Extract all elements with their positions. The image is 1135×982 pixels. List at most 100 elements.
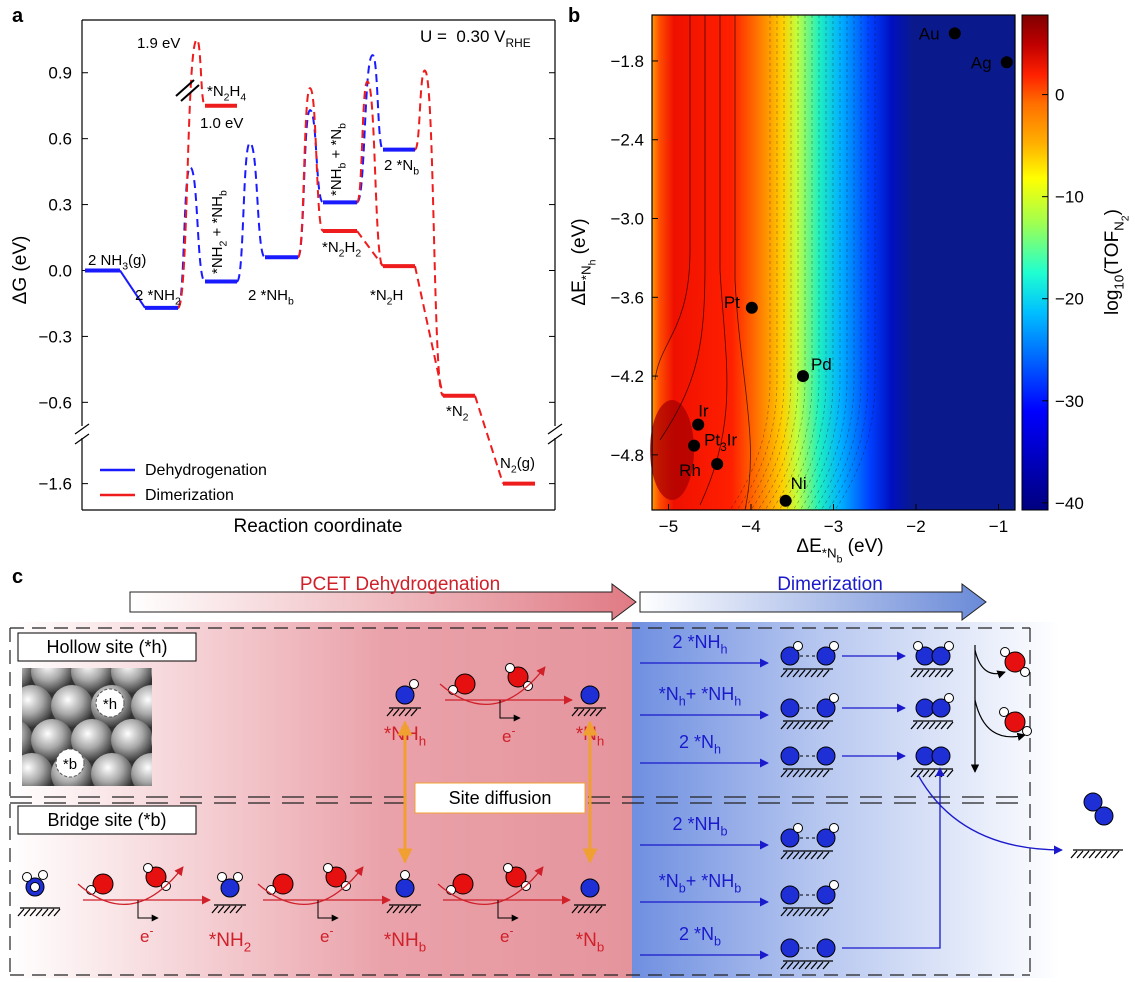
panel-label: a xyxy=(12,5,24,27)
text-part: b xyxy=(288,296,294,308)
connector xyxy=(356,230,384,267)
electron-label: e- xyxy=(502,723,515,746)
text-part: H xyxy=(345,239,356,256)
surface-atom xyxy=(31,668,73,693)
panel-b: −5 −4 −3 −2 −1 −1.8 −2.4 −3.0 −3.6 −4.2 −4.8 ΔE*Nb … xyxy=(569,14,1131,565)
connector xyxy=(119,269,146,309)
state-label: *N2H4 xyxy=(207,83,246,104)
y-tick-label: −1.6 xyxy=(38,475,72,494)
text-part: b xyxy=(218,190,230,196)
electron-label: e- xyxy=(500,923,513,946)
text-part: *N xyxy=(576,724,597,745)
surface-atom xyxy=(31,719,73,761)
H-atom xyxy=(1020,667,1030,677)
H-atom xyxy=(829,823,839,833)
y-tick-label: −1.8 xyxy=(610,52,644,71)
species-label: *Nb xyxy=(576,930,605,955)
site-diffusion-label: Site diffusion xyxy=(449,788,552,808)
contour-line xyxy=(764,15,806,511)
O-atom xyxy=(1004,711,1026,733)
contour-line xyxy=(778,15,820,511)
text-part: b xyxy=(679,881,686,895)
data-point xyxy=(1000,56,1013,69)
surface xyxy=(780,720,833,730)
text-part: 2 xyxy=(1120,215,1131,221)
text-part: 2 *N xyxy=(679,732,714,752)
N-atom xyxy=(931,646,951,666)
plot-frame xyxy=(81,19,556,511)
text-part: N xyxy=(1112,221,1127,231)
text-part: b xyxy=(419,940,426,955)
text-part: 2 xyxy=(387,296,393,308)
N-atom xyxy=(395,685,415,705)
data-point xyxy=(948,27,961,40)
y-tick-label: 0.9 xyxy=(48,64,72,83)
state-label: *N2H xyxy=(370,287,403,308)
point-label: Pt xyxy=(724,293,740,312)
text-part: + *N xyxy=(328,129,345,163)
step-label: 2 *Nb xyxy=(679,924,721,948)
contour-line xyxy=(806,15,848,511)
H-atom xyxy=(793,823,803,833)
text-part: *NH xyxy=(209,246,226,274)
text-part: h xyxy=(597,734,604,749)
text-part: e xyxy=(500,927,509,946)
surface xyxy=(780,668,833,678)
point-label: Pt3Ir xyxy=(704,431,737,454)
text-part: *NH xyxy=(384,724,419,745)
H-atom xyxy=(22,872,32,882)
reaction-arc xyxy=(439,666,546,706)
N-atom xyxy=(395,878,415,898)
colorbar-tick-label: −30 xyxy=(1055,392,1084,411)
text-part: b xyxy=(413,166,419,178)
state-label: 2 *NHb xyxy=(248,287,294,308)
text-part: 2 xyxy=(355,248,361,260)
text-part: (g) xyxy=(517,455,535,472)
step-label: 2 *NHb xyxy=(672,814,727,838)
H-atom xyxy=(38,870,48,880)
text-part: *N xyxy=(446,403,463,420)
state-label: 2 *Nb xyxy=(384,157,419,178)
contour-line xyxy=(771,15,813,511)
surface xyxy=(910,668,954,678)
release-arc xyxy=(974,649,1006,679)
axis-break xyxy=(175,79,200,102)
electron-label: e- xyxy=(140,923,153,946)
electron-arrow xyxy=(317,900,339,922)
step-arrow xyxy=(842,767,945,949)
text-part: - xyxy=(149,923,153,937)
legend-label: Dehydrogenation xyxy=(145,462,267,479)
text-part: (eV) xyxy=(842,536,883,557)
contour-field xyxy=(652,15,1015,510)
N-atom xyxy=(580,685,600,705)
surface xyxy=(780,768,833,778)
site-marker xyxy=(55,748,85,778)
surface xyxy=(780,960,833,970)
text-part: b xyxy=(734,881,741,895)
H-atom xyxy=(829,693,839,703)
state-label: *NH2 + *NHb xyxy=(209,190,230,274)
colorbar-tick-label: −40 xyxy=(1055,494,1084,513)
text-part: 2 *NH xyxy=(672,814,720,834)
connector xyxy=(414,265,444,396)
reaction-arc xyxy=(437,866,544,906)
text-part: *N xyxy=(579,265,594,280)
species-label: *NH2 xyxy=(209,930,251,955)
x-tick-label: −4 xyxy=(741,517,760,536)
H-atom xyxy=(233,872,243,882)
surface-atom xyxy=(22,668,33,691)
text-part: 3 xyxy=(122,261,128,273)
inset-label: *h xyxy=(103,696,117,713)
text-part: U = 0.30 V xyxy=(420,27,506,46)
H-atom xyxy=(829,641,839,651)
N-atom xyxy=(780,646,800,666)
state-label: *N2H2 xyxy=(322,239,361,260)
y-axis-label: ΔE*Nh (eV) xyxy=(569,218,598,305)
site-box xyxy=(17,805,197,835)
data-point xyxy=(779,494,792,507)
H-atom xyxy=(505,663,515,673)
N-atom xyxy=(816,646,836,666)
N-atom xyxy=(780,885,800,905)
state-label: 2 NH3(g) xyxy=(88,252,146,273)
barrier xyxy=(356,54,384,204)
